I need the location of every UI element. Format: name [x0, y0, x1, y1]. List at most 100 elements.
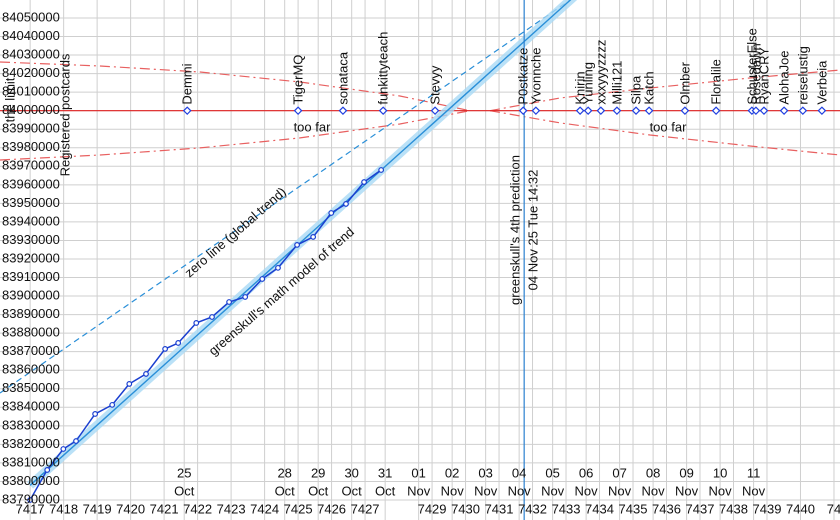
boundary-label: too far — [650, 119, 688, 134]
x-tick-label: 7439 — [753, 501, 782, 516]
guess-marker — [583, 106, 593, 116]
guess-name: AlohaJoe — [777, 50, 792, 104]
date-month: Nov — [709, 483, 733, 498]
series-label: Registered postcards — [57, 53, 72, 176]
guess-marker — [338, 106, 348, 116]
boundary-label: too far — [294, 119, 332, 134]
data-point — [209, 314, 215, 320]
x-tick-label: 7432 — [518, 501, 547, 516]
date-month: Nov — [441, 483, 465, 498]
date-day: 28 — [277, 465, 291, 480]
date-month: Oct — [308, 483, 329, 498]
date-day: 01 — [411, 465, 425, 480]
guess-marker — [430, 106, 440, 116]
x-tick-label: 7427 — [351, 501, 380, 516]
y-tick-label: 84050000 — [2, 9, 60, 24]
guess-name: Knirin — [573, 71, 588, 104]
data-point — [193, 320, 200, 326]
guess-name: sonataca — [335, 51, 350, 105]
data-point — [310, 234, 317, 240]
y-tick-label: 84010000 — [2, 84, 60, 99]
y-tick-label: 83900000 — [2, 287, 60, 302]
date-day: 03 — [478, 465, 492, 480]
date-month: Nov — [541, 483, 565, 498]
guess-name: TigerMQ — [291, 55, 306, 105]
date-month: Nov — [474, 483, 498, 498]
data-point — [294, 241, 300, 248]
limit-label: the limit — [2, 77, 17, 122]
data-point — [126, 381, 133, 387]
guess-name: Stevyy — [428, 65, 443, 105]
boundary-curve — [489, 110, 840, 156]
guess-name: funkittyteach — [376, 32, 391, 105]
guess-name: Yvonnche — [528, 48, 543, 105]
guess-name: reiselustig — [795, 46, 810, 105]
date-day: 07 — [612, 465, 626, 480]
y-tick-label: 83990000 — [2, 121, 60, 136]
date-day: 10 — [713, 465, 727, 480]
y-tick-label: 83870000 — [2, 343, 60, 358]
prediction-date: 04 Nov 25 Tue 14:32 — [526, 170, 541, 291]
data-point — [328, 210, 335, 216]
data-point — [226, 299, 232, 305]
x-tick-label: 7418 — [49, 501, 78, 516]
x-tick-label: 7423 — [217, 501, 246, 516]
date-day: 29 — [311, 465, 325, 480]
date-day: 04 — [512, 465, 526, 480]
x-tick-label: 7429 — [418, 501, 447, 516]
guess-marker — [644, 106, 654, 116]
y-tick-label: 84030000 — [2, 46, 60, 61]
guess-name: SchusterElse — [744, 28, 759, 105]
x-tick-label: 7419 — [83, 501, 112, 516]
data-point — [143, 371, 149, 377]
x-tick-label: 7421 — [150, 501, 179, 516]
guess-marker — [817, 106, 827, 116]
x-tick-label: 7434 — [585, 501, 614, 516]
data-point — [73, 438, 79, 444]
guess-marker — [751, 106, 761, 116]
date-month: Nov — [608, 483, 632, 498]
x-tick-label: 7433 — [552, 501, 581, 516]
y-tick-label: 83830000 — [2, 417, 60, 432]
guess-marker — [293, 106, 303, 116]
x-tick-label: 7437 — [686, 501, 715, 516]
data-point — [242, 294, 249, 300]
data-point — [92, 411, 99, 417]
boundary-curve — [489, 69, 840, 112]
date-month: Nov — [675, 483, 699, 498]
guess-marker — [779, 106, 789, 116]
date-day: 08 — [646, 465, 660, 480]
y-tick-label: 83850000 — [2, 380, 60, 395]
x-tick-label: 7424 — [250, 501, 279, 516]
y-tick-label: 83890000 — [2, 306, 60, 321]
date-month: Nov — [508, 483, 532, 498]
x-tick-label: 74 — [827, 501, 840, 516]
guess-marker — [518, 106, 528, 116]
data-point — [109, 401, 116, 408]
x-tick-label: 7422 — [183, 501, 212, 516]
y-tick-label: 83940000 — [2, 213, 60, 228]
x-tick-label: 7431 — [485, 501, 514, 516]
data-point — [44, 467, 51, 473]
guess-name: P0stkatze — [516, 48, 531, 105]
guess-marker — [680, 106, 690, 116]
data-point — [361, 179, 367, 185]
x-tick-label: 7425 — [284, 501, 313, 516]
guess-marker — [711, 106, 721, 116]
x-tick-label: 7420 — [116, 501, 145, 516]
date-day: 11 — [747, 465, 761, 480]
guess-marker — [631, 106, 641, 116]
y-tick-label: 83920000 — [2, 250, 60, 265]
y-tick-label: 83960000 — [2, 176, 60, 191]
model-line — [29, 0, 572, 486]
guess-marker — [596, 106, 606, 116]
y-tick-label: 84000000 — [2, 102, 60, 117]
series-line — [29, 169, 382, 501]
date-month: Nov — [742, 483, 766, 498]
date-month: Nov — [407, 483, 431, 498]
guess-marker — [182, 106, 192, 116]
date-day: 31 — [378, 465, 392, 480]
data-point — [162, 345, 169, 352]
y-tick-label: 83840000 — [2, 399, 60, 414]
y-tick-label: 83930000 — [2, 232, 60, 247]
